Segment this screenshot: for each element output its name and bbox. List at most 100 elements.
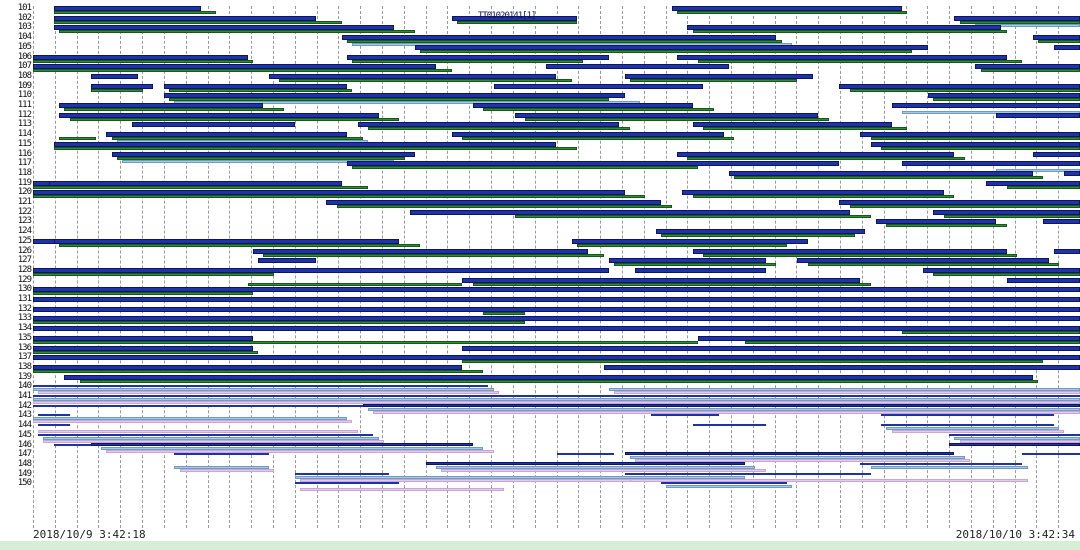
gridline (731, 6, 732, 528)
row-label: 126 (17, 245, 32, 256)
gantt-bar (33, 195, 646, 199)
row-label: 102 (17, 12, 32, 23)
gantt-bar (357, 122, 620, 128)
row-label: 124 (17, 226, 32, 237)
row-label: 128 (17, 264, 32, 275)
gantt-bar (1053, 44, 1080, 50)
gantt-bar (451, 132, 725, 138)
bar-annotation: TT01020141[1] (477, 11, 536, 21)
gantt-bar (59, 30, 416, 34)
gantt-bar (996, 112, 1080, 118)
gantt-bar (347, 161, 840, 167)
gantt-bar (33, 335, 253, 341)
gantt-bar (420, 49, 913, 53)
gridline (1014, 6, 1016, 528)
gantt-bar (53, 6, 201, 11)
gantt-bar (734, 175, 1044, 179)
gridline (447, 6, 449, 528)
row-label: 122 (17, 206, 32, 217)
gantt-bar (472, 282, 871, 286)
gantt-bar (263, 253, 604, 257)
gantt-bar (121, 159, 395, 163)
gantt-bar (870, 141, 1080, 147)
gantt-bar (954, 15, 1080, 21)
row-label: 111 (17, 100, 32, 110)
gantt-bar (886, 224, 1007, 228)
gridline (992, 6, 994, 528)
gantt-bar (943, 214, 1080, 218)
gantt-bar (179, 468, 274, 472)
row-label: 101 (17, 3, 32, 13)
gridline (469, 6, 471, 528)
gantt-bar (163, 83, 348, 89)
gantt-bar (53, 141, 557, 147)
gantt-bar (33, 364, 463, 370)
gridline (512, 6, 514, 528)
gridline (970, 6, 972, 528)
gridline (600, 6, 602, 528)
gantt-bar (53, 443, 122, 446)
gantt-bar (53, 15, 316, 21)
gantt-bar (347, 40, 782, 44)
gantt-bar (650, 414, 719, 417)
gantt-bar (462, 277, 861, 283)
gantt-bar (1022, 453, 1080, 456)
row-label: 103 (17, 22, 32, 33)
gridline (382, 6, 383, 528)
gantt-bar (294, 472, 389, 475)
gridline (316, 6, 318, 528)
row-label: 120 (17, 187, 32, 198)
gantt-bar (891, 103, 1080, 108)
gantt-bar (373, 410, 1080, 414)
gantt-bar (949, 433, 1080, 436)
gantt-bar (703, 127, 908, 131)
gridline (927, 6, 929, 528)
row-label: 127 (17, 255, 32, 266)
gantt-bar (692, 30, 1007, 34)
gridline (840, 6, 842, 528)
row-label: 132 (17, 303, 32, 314)
gantt-bar (33, 345, 253, 351)
gantt-bar (462, 345, 1080, 351)
gridline (98, 6, 100, 528)
row-label: 117 (17, 158, 32, 169)
gantt-bar (38, 391, 499, 395)
gantt-bar (53, 146, 578, 150)
gantt-bar (326, 200, 662, 205)
gantt-bar (59, 112, 379, 118)
gantt-bar (692, 424, 766, 427)
gantt-bar (33, 385, 489, 388)
row-label: 104 (17, 32, 32, 43)
row-label: 125 (17, 235, 32, 246)
gantt-bar (425, 461, 745, 465)
gantt-bar (352, 166, 698, 170)
gantt-bar (106, 132, 348, 138)
gantt-bar (556, 453, 615, 456)
gridline (229, 6, 231, 528)
gridline (338, 6, 340, 528)
gantt-bar (48, 180, 342, 186)
gridline (556, 6, 558, 528)
gantt-bar (53, 238, 400, 244)
gantt-bar (839, 200, 1080, 205)
gantt-bar (881, 146, 1080, 150)
gantt-bar (33, 306, 1080, 312)
gantt-bar (436, 465, 756, 469)
gridline (796, 6, 798, 528)
row-label: 147 (17, 449, 32, 460)
gantt-bar (629, 456, 965, 460)
row-label: 141 (17, 391, 32, 401)
gantt-bar (33, 69, 452, 73)
gridline (883, 6, 885, 528)
gantt-bar (682, 190, 944, 196)
gridline (425, 6, 427, 528)
gantt-bar (959, 20, 1080, 24)
gantt-bar (53, 20, 342, 24)
gridline (142, 6, 144, 528)
gantt-bar (870, 137, 1080, 141)
row-label: 129 (17, 274, 32, 285)
gantt-bar (33, 64, 437, 70)
gantt-bar (975, 23, 1080, 27)
gantt-bar (174, 101, 641, 105)
gantt-bar (697, 59, 1023, 63)
